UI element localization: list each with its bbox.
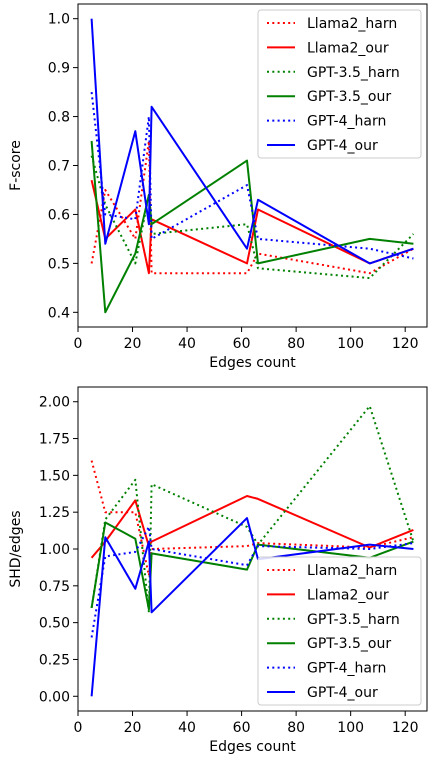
- x-tick-label: 100: [337, 720, 364, 736]
- legend-label: Llama2_harn: [307, 16, 397, 32]
- y-tick-label: 0.75: [39, 579, 70, 595]
- y-tick-label: 0.4: [48, 305, 70, 321]
- legend-label: GPT-4_our: [307, 138, 378, 154]
- x-tick-label: 0: [74, 720, 83, 736]
- y-tick-label: 0.00: [39, 689, 70, 705]
- chart-shd-edges: 0 20 40 60 80 100 120 0.00 0.25 0.50 0.75 1.00 1.25 1…: [8, 386, 428, 755]
- legend-box: [257, 9, 422, 159]
- x-tick-label: 120: [392, 720, 419, 736]
- x-tick-label: 20: [124, 336, 142, 352]
- y-axis-label: SHD/edges: [8, 510, 24, 587]
- series-line-gpt-3-5-our: [90, 140, 414, 314]
- series-line-gpt-3-5-our: [90, 521, 414, 611]
- legend-label: GPT-4_our: [307, 685, 378, 701]
- series-line-gpt-4-our: [90, 18, 414, 265]
- legend-label: GPT-4_harn: [307, 114, 386, 130]
- legend-label: GPT-3.5_our: [307, 89, 391, 105]
- series-line-llama2-harn: [90, 140, 414, 275]
- y-tick-label: 1.25: [39, 505, 70, 521]
- x-axis-label: Edges count: [209, 739, 296, 755]
- x-tick-label: 120: [392, 336, 419, 352]
- series-line-llama2-harn: [90, 460, 414, 577]
- y-tick-label: 1.0: [48, 12, 70, 28]
- y-tick-label: 0.5: [48, 256, 70, 272]
- series-line-gpt-3-5-harn: [90, 405, 415, 614]
- x-axis-label: Edges count: [209, 355, 296, 371]
- legend-label: GPT-3.5_harn: [307, 612, 400, 628]
- y-tick-label: 0.50: [39, 616, 70, 632]
- y-tick-label: 2.00: [39, 395, 70, 411]
- x-tick-label: 60: [233, 720, 251, 736]
- legend-label: Llama2_our: [307, 587, 389, 603]
- y-tick-label: 1.50: [39, 468, 70, 484]
- x-tick-label: 80: [287, 720, 305, 736]
- y-tick-label: 0.7: [48, 159, 70, 175]
- legend: Llama2_harn Llama2_our GPT-3.5_harn GPT-3.5…: [257, 556, 422, 706]
- x-tick-label: 20: [124, 720, 142, 736]
- x-tick-label: 40: [178, 336, 196, 352]
- x-tick-label: 80: [287, 336, 305, 352]
- series-line-gpt-4-harn: [90, 525, 414, 638]
- y-axis-label: F-score: [8, 140, 24, 191]
- series-line-gpt-4-our: [90, 517, 414, 697]
- legend-label: GPT-4_harn: [307, 661, 386, 677]
- x-tick-label: 0: [74, 336, 83, 352]
- y-tick-label: 0.9: [48, 61, 70, 77]
- legend-label: Llama2_harn: [307, 563, 397, 579]
- x-tick-label: 100: [337, 336, 364, 352]
- x-tick-label: 40: [178, 720, 196, 736]
- y-tick-label: 0.8: [48, 110, 70, 126]
- y-tick-label: 0.25: [39, 652, 70, 668]
- legend: Llama2_harn Llama2_our GPT-3.5_harn GPT-3.5…: [257, 9, 422, 159]
- legend-box: [257, 556, 422, 706]
- chart-fscore: 0 20 40 60 80 100 120 0.4 0.5 0.6 0.7 0.8 0.9 1.0 Edge…: [8, 3, 428, 371]
- x-tick-label: 60: [233, 336, 251, 352]
- legend-label: GPT-3.5_harn: [307, 65, 400, 81]
- legend-label: GPT-3.5_our: [307, 636, 391, 652]
- series-line-gpt-4-harn: [90, 91, 414, 260]
- y-tick-label: 1.75: [39, 432, 70, 448]
- legend-label: Llama2_our: [307, 40, 389, 56]
- y-tick-label: 0.6: [48, 207, 70, 223]
- y-tick-label: 1.00: [39, 542, 70, 558]
